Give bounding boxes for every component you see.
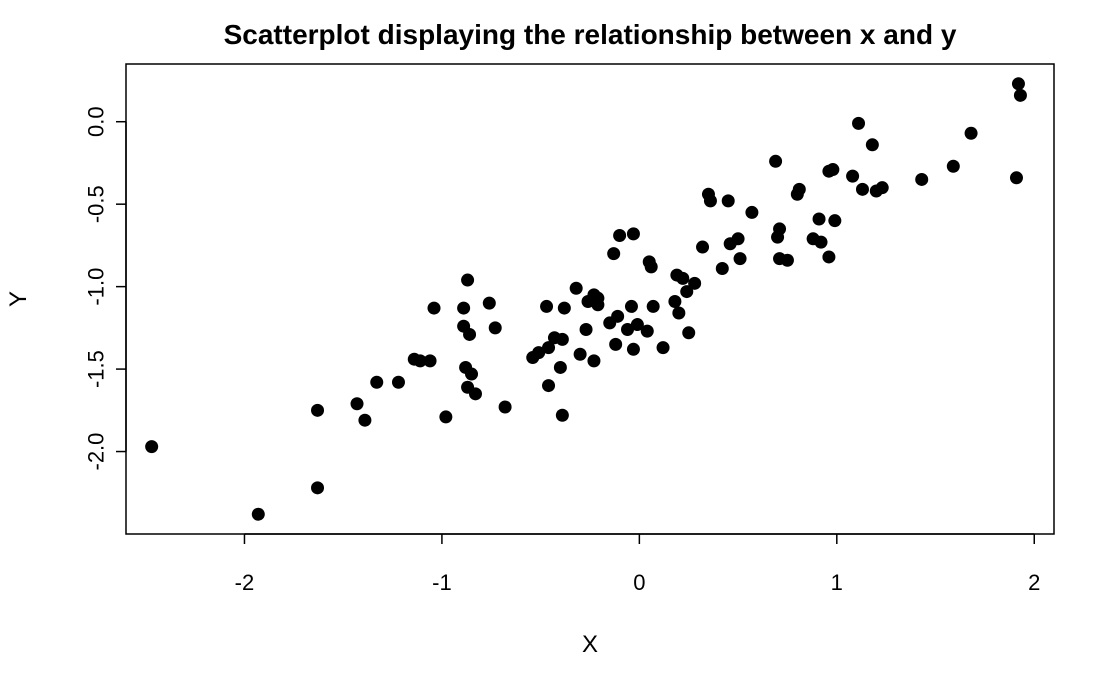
data-point (865, 138, 879, 152)
data-point (532, 346, 546, 360)
data-point (769, 154, 783, 168)
data-point (423, 354, 437, 368)
data-point (646, 299, 660, 313)
chart-title: Scatterplot displaying the relationship … (224, 19, 957, 50)
data-point (644, 260, 658, 274)
data-point (461, 273, 475, 287)
data-point (964, 126, 978, 140)
x-tick-label: 2 (1028, 570, 1040, 595)
data-point (457, 301, 471, 315)
data-point (875, 181, 889, 195)
data-point (630, 318, 644, 332)
x-tick-label: 1 (831, 570, 843, 595)
data-point (557, 301, 571, 315)
data-point (946, 159, 960, 173)
data-point (542, 341, 556, 355)
data-point (573, 347, 587, 361)
y-axis-label: Y (5, 291, 32, 307)
data-point (826, 163, 840, 177)
y-tick-label: 0.0 (84, 106, 109, 137)
data-point (792, 182, 806, 196)
data-point (555, 408, 569, 422)
data-point (609, 337, 623, 351)
data-point (488, 321, 502, 335)
data-point (721, 194, 735, 208)
data-point (640, 324, 654, 338)
data-point (773, 222, 787, 236)
data-point (852, 116, 866, 130)
data-point (468, 387, 482, 401)
data-point (676, 271, 690, 285)
x-tick-label: -2 (235, 570, 255, 595)
data-point (682, 326, 696, 340)
data-point (370, 375, 384, 389)
data-point (413, 354, 427, 368)
x-axis-label: X (582, 631, 598, 658)
data-point (731, 232, 745, 246)
x-axis: -2 -1 0 1 2 (235, 533, 1040, 595)
data-point (498, 400, 512, 414)
data-point (812, 212, 826, 226)
data-point (855, 182, 869, 196)
data-point (251, 507, 265, 521)
data-point (1011, 77, 1025, 91)
data-point (822, 250, 836, 264)
data-point (579, 323, 593, 337)
data-point (846, 169, 860, 183)
data-point (427, 301, 441, 315)
data-point (672, 306, 686, 320)
x-tick-label: 0 (633, 570, 645, 595)
data-point (569, 281, 583, 295)
data-point (668, 294, 682, 308)
data-point (1013, 88, 1027, 102)
data-point (553, 360, 567, 374)
data-point (540, 299, 554, 313)
data-point (439, 410, 453, 424)
data-point (715, 261, 729, 275)
data-point (587, 354, 601, 368)
data-point (607, 247, 621, 261)
y-tick-label: -0.5 (84, 185, 109, 223)
data-point (463, 327, 477, 341)
data-point (626, 342, 640, 356)
data-point (613, 229, 627, 243)
data-point (611, 309, 625, 323)
y-tick-label: -2.0 (84, 433, 109, 471)
data-point (358, 413, 372, 427)
y-axis: -2.0 -1.5 -1.0 -0.5 0.0 (84, 106, 127, 471)
data-point (915, 172, 929, 186)
y-tick-label: -1.5 (84, 350, 109, 388)
data-point (591, 298, 605, 312)
data-point (828, 214, 842, 228)
x-tick-label: -1 (432, 570, 452, 595)
data-point (555, 332, 569, 346)
data-point (780, 253, 794, 267)
data-point (145, 440, 159, 454)
data-point (703, 194, 717, 208)
data-point (542, 379, 556, 393)
data-point (733, 252, 747, 266)
data-point (311, 403, 325, 417)
data-points (145, 77, 1027, 521)
data-point (656, 341, 670, 355)
data-point (465, 367, 479, 381)
data-point (626, 227, 640, 241)
data-point (696, 240, 710, 254)
data-point (350, 397, 364, 411)
data-point (624, 299, 638, 313)
y-tick-label: -1.0 (84, 268, 109, 306)
data-point (745, 205, 759, 219)
data-point (680, 285, 694, 299)
data-point (391, 375, 405, 389)
data-point (688, 276, 702, 290)
data-point (482, 296, 496, 310)
data-point (814, 235, 828, 249)
data-point (311, 481, 325, 495)
data-point (1009, 171, 1023, 185)
data-point (621, 323, 635, 337)
